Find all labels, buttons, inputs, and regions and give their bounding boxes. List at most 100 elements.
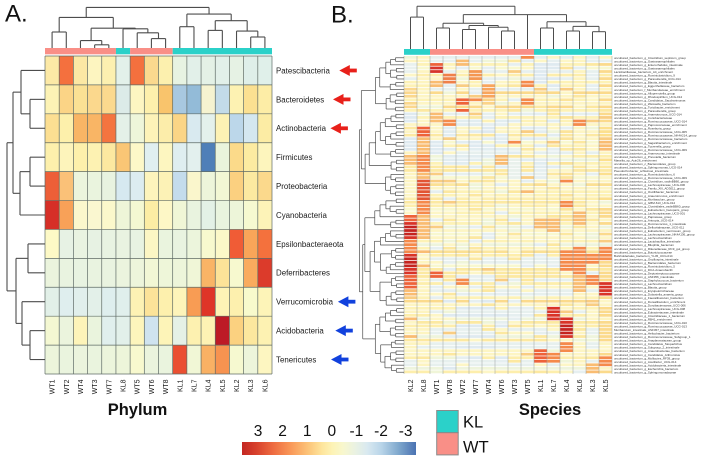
svg-text:uncultured_bacterium_g_Ruminic: uncultured_bacterium_g_Ruminiclostridium… (614, 173, 675, 177)
svg-text:KL6: KL6 (577, 379, 584, 392)
svg-text:uncultured_bacterium_g_Ruminoc: uncultured_bacterium_g_Ruminococcaceae_U… (614, 321, 687, 325)
svg-text:uncultured_bacterium_g_Escheri: uncultured_bacterium_g_Escherichia_bacte… (614, 367, 679, 371)
svg-text:Firmicutes: Firmicutes (276, 153, 312, 162)
svg-text:Burkholderiales_bacterium_YL45: Burkholderiales_bacterium_YL45_UCG-014 (614, 254, 673, 258)
svg-text:Lactobacillaceae_bacterium_A4_: Lactobacillaceae_bacterium_A4_enrichment (614, 70, 673, 74)
svg-text:Tenericutes: Tenericutes (276, 355, 316, 364)
svg-text:uncultured_bacterium_g_Helicob: uncultured_bacterium_g_Helicobacter_bact… (614, 332, 680, 336)
svg-text:uncultured_bacterium_g_Saganib: uncultured_bacterium_g_Saganibacterium_e… (614, 141, 687, 145)
svg-text:uncultured_bacterium_g_Eubacte: uncultured_bacterium_g_Eubacterium_hacop… (614, 208, 689, 212)
svg-text:uncultured_bacterium_f_Muribac: uncultured_bacterium_f_Muribaculaceae_en… (614, 88, 685, 92)
svg-text:KL3: KL3 (248, 379, 255, 392)
svg-text:KL5: KL5 (603, 379, 610, 392)
svg-text:Species: Species (519, 401, 581, 419)
svg-text:-2: -2 (374, 423, 388, 440)
svg-text:uncultured_bacterium_c_Bactero: uncultured_bacterium_c_Bacteroidetes_gro… (614, 162, 676, 166)
svg-text:uncultured_bacterium_g_Eggerth: uncultured_bacterium_g_Eggerthellaceae_b… (614, 84, 685, 88)
svg-text:KL7: KL7 (551, 379, 558, 392)
svg-text:uncultured_bacterium_g_Lachnoc: uncultured_bacterium_g_Lachnoclostridium (614, 282, 673, 286)
svg-text:Muribaculum_intestinale_ASF457: Muribaculum_intestinale_ASF457_intestina… (614, 328, 674, 332)
svg-text:uncultured_bacterium_g_Faecali: uncultured_bacterium_g_Faecalibaculum_ba… (614, 296, 684, 300)
svg-text:uncultured_bacterium_g_RB41_en: uncultured_bacterium_g_RB41_enrichment (614, 317, 672, 321)
svg-text:uncultured_bacterium_g_Rosebur: uncultured_bacterium_g_Roseburia_group (614, 127, 671, 131)
svg-text:uncultured_bacterium_g_Dubosie: uncultured_bacterium_g_Dubosiella_anaeri… (614, 293, 683, 297)
svg-text:uncultured_bacterium_g_Blautia: uncultured_bacterium_g_Blautia_intestina… (614, 81, 673, 85)
svg-text:WT3: WT3 (92, 379, 99, 394)
svg-text:uncultured_bacterium_g_Mollicu: uncultured_bacterium_g_Mollicutes_RF39_g… (614, 356, 680, 360)
svg-text:uncultured_bacterium_g_Sphingo: uncultured_bacterium_g_Sphingomonas_UCG-… (614, 166, 683, 170)
svg-text:uncultured_bacterium_g_Paproco: uncultured_bacterium_g_Paprococcaceae_en… (614, 123, 687, 127)
svg-text:Bacteroidetes: Bacteroidetes (276, 95, 324, 104)
svg-text:uncultured_bacterium_g_Lachnos: uncultured_bacterium_g_Lachnospiraceae_U… (614, 307, 685, 311)
svg-text:2: 2 (278, 423, 287, 440)
svg-text:Deferribacteres: Deferribacteres (276, 269, 330, 278)
svg-text:uncultured_bacterium_g_Rhodosp: uncultured_bacterium_g_Rhodospirillum_UC… (614, 95, 682, 99)
svg-text:WT4: WT4 (78, 379, 85, 394)
svg-text:uncultured_bacterium_g_Ruminoc: uncultured_bacterium_g_Ruminococcaceae_b… (614, 137, 688, 141)
svg-text:uncultured_bacterium_g_Lachnos: uncultured_bacterium_g_Lachnospiraceae_U… (614, 211, 685, 215)
svg-text:uncultured_bacterium_g_Weissel: uncultured_bacterium_g_Weissella_bacteri… (614, 102, 676, 106)
svg-text:uncultured_bacterium_g_Gastran: uncultured_bacterium_g_Gastranaerophilal… (614, 60, 675, 64)
svg-text:uncultured_bacterium_g_Prevote: uncultured_bacterium_g_Prevotella_bacter… (614, 155, 677, 159)
svg-text:uncultured_bacterium_g_GBM-613: uncultured_bacterium_g_GBM-613_UCG-014 (614, 201, 675, 205)
svg-text:uncultured_bacterium_g_Oscillo: uncultured_bacterium_g_Oscillospira_inte… (614, 257, 679, 261)
svg-text:uncultured_bacterium_g_Ruminoc: uncultured_bacterium_g_Ruminococcus_1_in… (614, 222, 686, 226)
svg-text:WT8: WT8 (447, 379, 454, 394)
svg-text:WT2: WT2 (460, 379, 467, 394)
svg-text:WT7: WT7 (473, 379, 480, 394)
svg-text:Acidobacteria: Acidobacteria (276, 327, 324, 336)
svg-text:uncultured_bacterium_g_Candida: uncultured_bacterium_g_Candidatus_Saccha… (614, 98, 686, 102)
svg-text:uncultured_bacterium_g_Rikenel: uncultured_bacterium_g_Rikenellaceae_RC9… (614, 247, 690, 251)
svg-text:uncultured_bacterium_g_Antropi: uncultured_bacterium_g_Antropia_UCG-014 (614, 219, 674, 223)
svg-text:uncultured_bacterium_g_Lachnoc: uncultured_bacterium_g_Lachnoclostridium (614, 236, 673, 240)
svg-text:uncultured_bacterium_g_Clostri: uncultured_bacterium_g_Clostridiaceae_1_… (614, 314, 686, 318)
svg-text:1: 1 (303, 423, 312, 440)
svg-text:uncultured_bacterium_g_Ruminoc: uncultured_bacterium_g_Ruminococcaceae_U… (614, 120, 687, 124)
svg-text:WT2: WT2 (64, 379, 71, 394)
svg-text:WT5: WT5 (135, 379, 142, 394)
svg-text:WT6: WT6 (499, 379, 506, 394)
svg-text:uncultured_bacterium_g_Candida: uncultured_bacterium_g_Candidatus_Arthro… (614, 353, 681, 357)
svg-text:KL3: KL3 (590, 379, 597, 392)
svg-text:KL2: KL2 (234, 379, 241, 392)
svg-text:KL2: KL2 (408, 379, 415, 392)
svg-text:uncultured_bacterium_g_Ruminoc: uncultured_bacterium_g_Ruminococcaceae_S… (614, 335, 691, 339)
svg-text:uncultured_bacterium_g_Anaerot: uncultured_bacterium_g_Anaerotruncus_UCG… (614, 113, 682, 117)
svg-text:uncultured_bacterium_g_Erysipe: uncultured_bacterium_g_Erysipelotrichace… (614, 289, 674, 293)
svg-text:Cyanobacteria: Cyanobacteria (276, 211, 327, 220)
svg-text:WT8: WT8 (163, 379, 170, 394)
svg-text:uncultured_bacterium_g_Ruminoc: uncultured_bacterium_g_Ruminococcaceae_U… (614, 325, 687, 329)
svg-text:uncultured_bacterium_g_Candida: uncultured_bacterium_g_Candidatus_Stoque… (614, 342, 683, 346)
svg-text:uncultured_bacterium_g_Deptost: uncultured_bacterium_g_Deptostreptococca… (614, 272, 680, 276)
svg-text:uncultured_bacterium_g_Corioba: uncultured_bacterium_g_Coriobacteriaceae (614, 116, 673, 120)
svg-text:uncultured_bacterium_g_ASF356_: uncultured_bacterium_g_ASF356_intestinal… (614, 275, 674, 279)
svg-text:uncultured_bacterium_g_Lachnos: uncultured_bacterium_g_Lachnospiraceae_U… (614, 183, 685, 187)
svg-text:uncultured_bacterium_g_Anaerov: uncultured_bacterium_g_Anaerovorax_intes… (614, 151, 680, 155)
svg-text:KL4: KL4 (206, 379, 213, 392)
svg-text:KL1: KL1 (538, 379, 545, 392)
svg-text:uncultured_bacterium_g_Subgrou: uncultured_bacterium_g_Subgroup_2_intest… (614, 346, 680, 350)
svg-text:uncultured_bacterium_g_Family_: uncultured_bacterium_g_Family_XIII_AD301… (614, 187, 685, 191)
svg-text:WT5: WT5 (525, 379, 532, 394)
svg-text:uncultured_bacterium_g_Ruminoc: uncultured_bacterium_g_Ruminococcaceae_N… (614, 134, 697, 138)
svg-text:Patescibacteria: Patescibacteria (276, 66, 331, 75)
svg-text:3: 3 (254, 423, 263, 440)
svg-text:uncultured_bacterium_g_Muribac: uncultured_bacterium_g_Muribaculum_group (614, 197, 675, 201)
svg-text:Verrucomicrobia: Verrucomicrobia (276, 298, 334, 307)
svg-text:WT1: WT1 (50, 379, 57, 394)
svg-text:uncultured_bacterium_g_Anaerob: uncultured_bacterium_g_Anaerobacteriae_b… (614, 349, 685, 353)
svg-text:Massilia_sp_Acin26_enrichment: Massilia_sp_Acin26_enrichment (614, 158, 657, 162)
svg-text:KL5: KL5 (220, 379, 227, 392)
svg-text:uncultured_bacterium_g_Turicib: uncultured_bacterium_g_Turicibacter_enri… (614, 105, 680, 109)
svg-text:-3: -3 (399, 423, 413, 440)
svg-text:B.: B. (331, 1, 354, 28)
svg-text:uncultured_bacterium_g_Allopre: uncultured_bacterium_g_Alloprevotella_gr… (614, 91, 676, 95)
svg-text:uncultured_bacterium_g_Acetifa: uncultured_bacterium_g_Acetifactor_UCG-0… (614, 360, 677, 364)
svg-text:uncultured_bacterium_g_Blautia: uncultured_bacterium_g_Blautia_group (614, 286, 667, 290)
svg-text:WT7: WT7 (106, 379, 113, 394)
svg-text:uncultured_bacterium_g_Clostri: uncultured_bacterium_g_Clostridiales_vad… (614, 204, 690, 208)
svg-text:A.: A. (5, 1, 28, 28)
svg-text:KL6: KL6 (262, 379, 269, 392)
svg-text:WT: WT (463, 439, 489, 457)
svg-text:uncultured_bacterium_g_Doreali: uncultured_bacterium_g_Dorealibaculum_en… (614, 300, 685, 304)
